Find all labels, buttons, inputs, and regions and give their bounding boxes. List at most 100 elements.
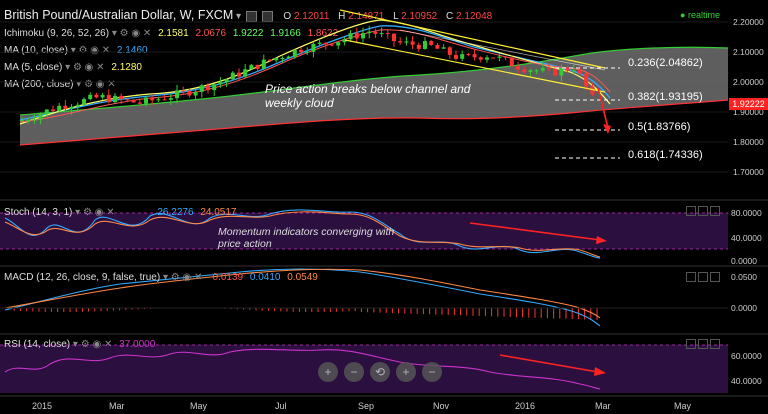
ichimoku-value-1: 2.1581 [158,28,189,39]
stoch-label: Stoch (14, 3, 1) [4,207,73,218]
candle-body [144,97,148,104]
scroll-forward-button[interactable]: + [396,362,416,382]
stoch-legend[interactable]: Stoch (14, 3, 1) ▾ ⚙ ◉ ✕ 26.2276 24.0517 [4,207,237,218]
candle-body [113,95,117,103]
candle-body [478,57,483,60]
fib-0382-label: 0.382(1.93195) [628,91,703,103]
candle-body [361,33,365,39]
candle-body [286,56,291,59]
candle-body [88,94,93,100]
candle-body [559,68,564,76]
realtime-badge: ● realtime [680,10,720,20]
stoch-annotation: Momentum indicators converging with pric… [218,226,395,250]
candle-body [106,94,111,103]
stoch-tick-40: 40.0000 [731,233,762,243]
macd-tick-005: 0.0500 [731,272,757,282]
time-tick-label: May [190,401,208,411]
candle-body [249,64,254,70]
stoch-tick-80: 80.0000 [731,208,762,218]
stoch-pane-buttons[interactable] [684,206,720,218]
candle-body [193,91,198,96]
macd-signal-line [4,268,601,319]
realtime-dot-icon: ● [680,10,686,20]
reset-zoom-button[interactable]: ⟲ [370,362,390,382]
ohlc-close-label: C [446,11,454,22]
candle-body [255,64,260,69]
candle-body [503,56,508,58]
ma5-label: MA (5, close) [4,62,63,73]
rsi-tick-40: 40.0000 [731,376,762,386]
macd-tick-0: 0.0000 [731,303,757,313]
macd-line [4,268,601,327]
candle-body [553,68,558,76]
candle-body [224,79,229,83]
time-tick-label: Sep [358,401,374,411]
ichimoku-legend[interactable]: Ichimoku (9, 26, 52, 26) ▾ ⚙ ◉ ✕ 2.1581 … [4,28,339,39]
price-tick-label: 2.00000 [733,77,764,87]
rsi-tick-60: 60.0000 [731,351,762,361]
ohlc-low-label: L [393,11,399,22]
candle-body [392,33,396,42]
candle-body [497,56,502,58]
candle-body [410,41,415,45]
candle-body [150,97,155,101]
candle-body [237,72,241,77]
macd-legend[interactable]: MACD (12, 26, close, 9, false, true) ▾ ⚙… [4,272,318,283]
candle-body [261,59,266,69]
candle-body [460,54,465,59]
candle-body [305,51,310,53]
candle-body [571,70,576,72]
macd-pane-buttons[interactable] [684,272,720,284]
candle-body [416,44,421,49]
zoom-in-button[interactable]: + [318,362,338,382]
candle-body [162,99,167,101]
candle-body [323,42,328,45]
candle-body [268,59,272,61]
candle-body [509,57,514,67]
candle-body [565,68,570,71]
ma10-legend[interactable]: MA (10, close) ▾ ⚙ ◉ ✕ 2.1460 [4,45,148,56]
ohlc-close-value: 2.12048 [456,11,493,22]
candle-body [342,39,347,43]
candle-body [534,70,539,72]
candle-body [454,54,458,59]
fib-05-label: 0.5(1.83766) [628,121,691,133]
candle-body [491,57,496,59]
ichimoku-value-2: 2.0676 [195,28,227,39]
zoom-out-button[interactable]: − [344,362,364,382]
candle-body [57,105,62,112]
candle-body [69,106,74,109]
ma200-legend[interactable]: MA (200, close) ▾ ⚙ ◉ ✕ [4,79,116,90]
visibility-icon[interactable] [261,10,273,22]
ohlc-values: O 2.12011 H 2.14871 L 2.10952 C 2.12048 [283,11,492,22]
stoch-d-value: 24.0517 [200,207,237,218]
symbol-title[interactable]: British Pound/Australian Dollar, W, FXCM [4,8,234,22]
candle-body [20,120,24,122]
rsi-legend[interactable]: RSI (14, close) ▾ ⚙ ◉ ✕ 37.0000 [4,339,156,350]
candle-body [75,104,80,107]
dropdown-caret-icon[interactable]: ▾ [236,11,242,22]
time-tick-label: 2015 [32,401,52,411]
time-tick-label: Nov [433,401,450,411]
candle-body [119,95,124,100]
candle-body [131,99,136,103]
ichimoku-label: Ichimoku (9, 26, 52, 26) [4,28,110,39]
macd-line-value: 0.0410 [249,272,281,283]
ohlc-low-value: 2.10952 [401,11,438,22]
candle-body [367,31,372,34]
rsi-pane-buttons[interactable] [684,339,720,351]
ohlc-high-label: H [338,11,346,22]
time-tick-label: 2016 [515,401,535,411]
candle-body [336,42,341,46]
candle-body [584,73,589,87]
channel-mid-line [399,29,606,71]
candle-body [44,109,49,115]
settings-icon[interactable] [245,10,257,22]
ma5-legend[interactable]: MA (5, close) ▾ ⚙ ◉ ✕ 2.1280 [4,62,142,73]
candle-body [187,90,192,96]
stoch-arrow-head [596,236,607,244]
candle-body [292,49,297,57]
scroll-back-button[interactable]: − [422,362,442,382]
time-tick-label: Jul [275,401,287,411]
